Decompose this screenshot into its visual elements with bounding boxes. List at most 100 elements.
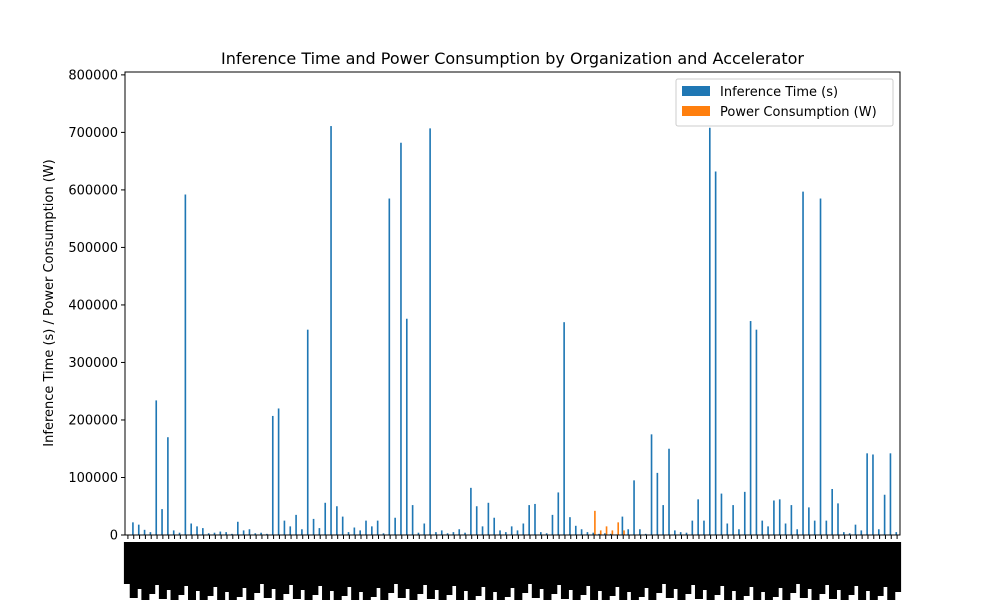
x-tick-label [502, 542, 511, 597]
x-tick-label [566, 542, 575, 590]
x-tick-label [776, 542, 785, 588]
bar [464, 532, 466, 535]
bar [720, 493, 723, 535]
bar [155, 400, 158, 535]
bar [598, 533, 600, 535]
bar [877, 529, 880, 535]
bar [231, 533, 233, 535]
bar [493, 517, 496, 535]
x-tick-label [537, 542, 546, 589]
x-tick-label [823, 542, 832, 585]
x-tick-label [479, 542, 488, 587]
x-tick-label [485, 542, 494, 601]
x-tick-label [292, 542, 301, 599]
bar [505, 532, 507, 535]
bar [761, 520, 764, 535]
x-tick-label [718, 542, 727, 586]
x-tick-label [351, 542, 360, 601]
bar [743, 491, 746, 535]
bar [190, 523, 193, 535]
x-tick-label [869, 542, 878, 604]
x-tick-label [782, 542, 791, 602]
x-tick-label [222, 542, 231, 592]
x-tick-label [840, 542, 849, 604]
x-tick-label [578, 542, 587, 595]
bar [617, 522, 620, 535]
x-tick-label [345, 542, 354, 587]
x-tick-label [700, 542, 709, 590]
x-tick-label [246, 542, 255, 602]
y-tick-label: 500000 [68, 241, 118, 256]
y-tick-label: 300000 [68, 356, 118, 371]
bar [802, 191, 804, 535]
x-tick-label [135, 542, 144, 589]
bar [400, 142, 402, 536]
bar [330, 126, 332, 535]
x-tick-label [875, 542, 884, 596]
bar [674, 530, 676, 535]
bar [551, 514, 554, 535]
bar [423, 523, 426, 535]
chart-title: Inference Time and Power Consumption by … [221, 49, 804, 68]
bar [813, 520, 816, 535]
x-tick-label [391, 542, 400, 584]
x-tick-label [263, 542, 272, 598]
x-tick-label [520, 542, 529, 593]
bar [623, 530, 625, 535]
bar [611, 530, 614, 535]
bar [306, 329, 309, 535]
x-tick-label [759, 542, 768, 592]
x-tick-label [362, 542, 371, 604]
x-tick-label [473, 542, 482, 596]
bar [594, 510, 596, 535]
bar [633, 480, 635, 535]
x-tick-label [625, 542, 634, 592]
bar [435, 532, 437, 535]
bar [808, 507, 810, 535]
bar [726, 523, 729, 535]
x-tick-label [858, 542, 867, 600]
x-tick-label [199, 542, 208, 604]
x-tick-label [491, 542, 500, 592]
legend: Inference Time (s) Power Consumption (W) [675, 78, 894, 127]
bar [417, 532, 420, 535]
x-tick-label [275, 542, 284, 603]
y-tick-label: 200000 [68, 413, 118, 428]
bar [644, 533, 647, 535]
bar [580, 529, 583, 535]
x-tick-label [269, 542, 278, 589]
bar [196, 526, 198, 535]
legend-swatch-inference-time [682, 86, 710, 96]
bar [854, 524, 857, 535]
bar [837, 503, 839, 535]
x-tick-label [689, 542, 698, 585]
x-tick-label [648, 542, 657, 602]
x-tick-label [595, 542, 604, 591]
bar [831, 488, 833, 535]
x-tick-label [281, 542, 290, 594]
bar [662, 505, 664, 535]
x-tick-label [444, 542, 453, 595]
x-tick-label [287, 542, 296, 585]
x-tick-label [304, 542, 313, 604]
x-tick-label [677, 542, 686, 603]
x-tick-label [426, 542, 435, 599]
bar [569, 517, 571, 535]
x-tick-label [694, 542, 703, 599]
x-tick-label [409, 542, 418, 603]
x-tick-label [257, 542, 266, 584]
bar [697, 499, 699, 535]
bar [738, 529, 740, 535]
bar [207, 533, 210, 535]
x-tick-label [153, 542, 162, 585]
bar [178, 532, 181, 535]
x-tick-label [525, 542, 534, 584]
bar [650, 434, 653, 535]
x-tick-label [403, 542, 412, 589]
bar [213, 532, 216, 535]
x-tick-label [374, 542, 383, 588]
bar [172, 530, 175, 535]
x-tick-label [339, 542, 348, 596]
x-tick-label [741, 542, 750, 596]
x-tick-label [531, 542, 540, 598]
